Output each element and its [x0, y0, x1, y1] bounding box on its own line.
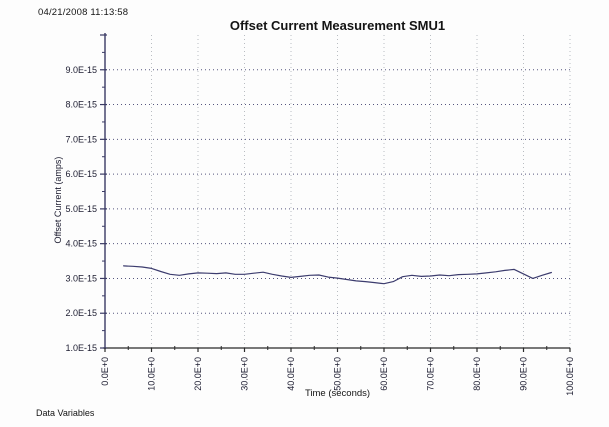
y-tick-label: 4.0E-15 — [65, 239, 97, 249]
timestamp: 04/21/2008 11:13:58 — [38, 7, 129, 18]
chart-title: Offset Current Measurement SMU1 — [230, 18, 445, 33]
data-variables-panel: Data Variables Data:NOISE = 127.05863e-1… — [36, 388, 181, 427]
y-tick-label: 9.0E-15 — [65, 65, 97, 75]
x-tick-label: 0.0E+0 — [100, 357, 110, 386]
y-tick-label: 1.0E-15 — [65, 343, 97, 353]
y-tick-label: 3.0E-15 — [65, 273, 97, 283]
y-tick-label: 5.0E-15 — [65, 204, 97, 214]
y-tick-label: 7.0E-15 — [65, 134, 97, 144]
x-tick-label: 10.0E+0 — [147, 357, 157, 391]
x-tick-label: 60.0E+0 — [379, 357, 389, 391]
y-tick-label: 6.0E-15 — [65, 169, 97, 179]
y-axis-title: Offset Current (amps) — [53, 157, 63, 244]
x-tick-label: 30.0E+0 — [240, 357, 250, 391]
x-tick-label: 20.0E+0 — [193, 357, 203, 391]
series-line — [122, 265, 553, 285]
x-tick-label: 40.0E+0 — [286, 357, 296, 391]
x-axis-title: Time (seconds) — [305, 388, 370, 399]
x-tick-label: 100.0E+0 — [565, 357, 575, 396]
data-variables-heading: Data Variables — [36, 408, 95, 418]
y-tick-label: 2.0E-15 — [65, 308, 97, 318]
x-tick-label: 90.0E+0 — [519, 357, 529, 391]
x-tick-label: 70.0E+0 — [426, 357, 436, 391]
y-tick-label: 8.0E-15 — [65, 100, 97, 110]
x-tick-label: 50.0E+0 — [333, 357, 343, 391]
x-tick-label: 80.0E+0 — [472, 357, 482, 391]
